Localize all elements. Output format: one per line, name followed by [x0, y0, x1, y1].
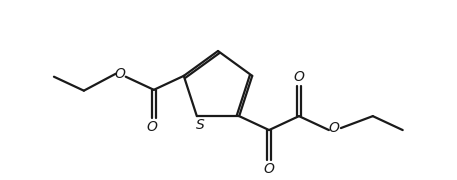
Text: O: O — [293, 70, 304, 84]
Text: O: O — [146, 120, 157, 134]
Text: O: O — [329, 121, 339, 135]
Text: O: O — [264, 162, 275, 176]
Text: O: O — [114, 67, 125, 81]
Text: S: S — [196, 118, 204, 132]
